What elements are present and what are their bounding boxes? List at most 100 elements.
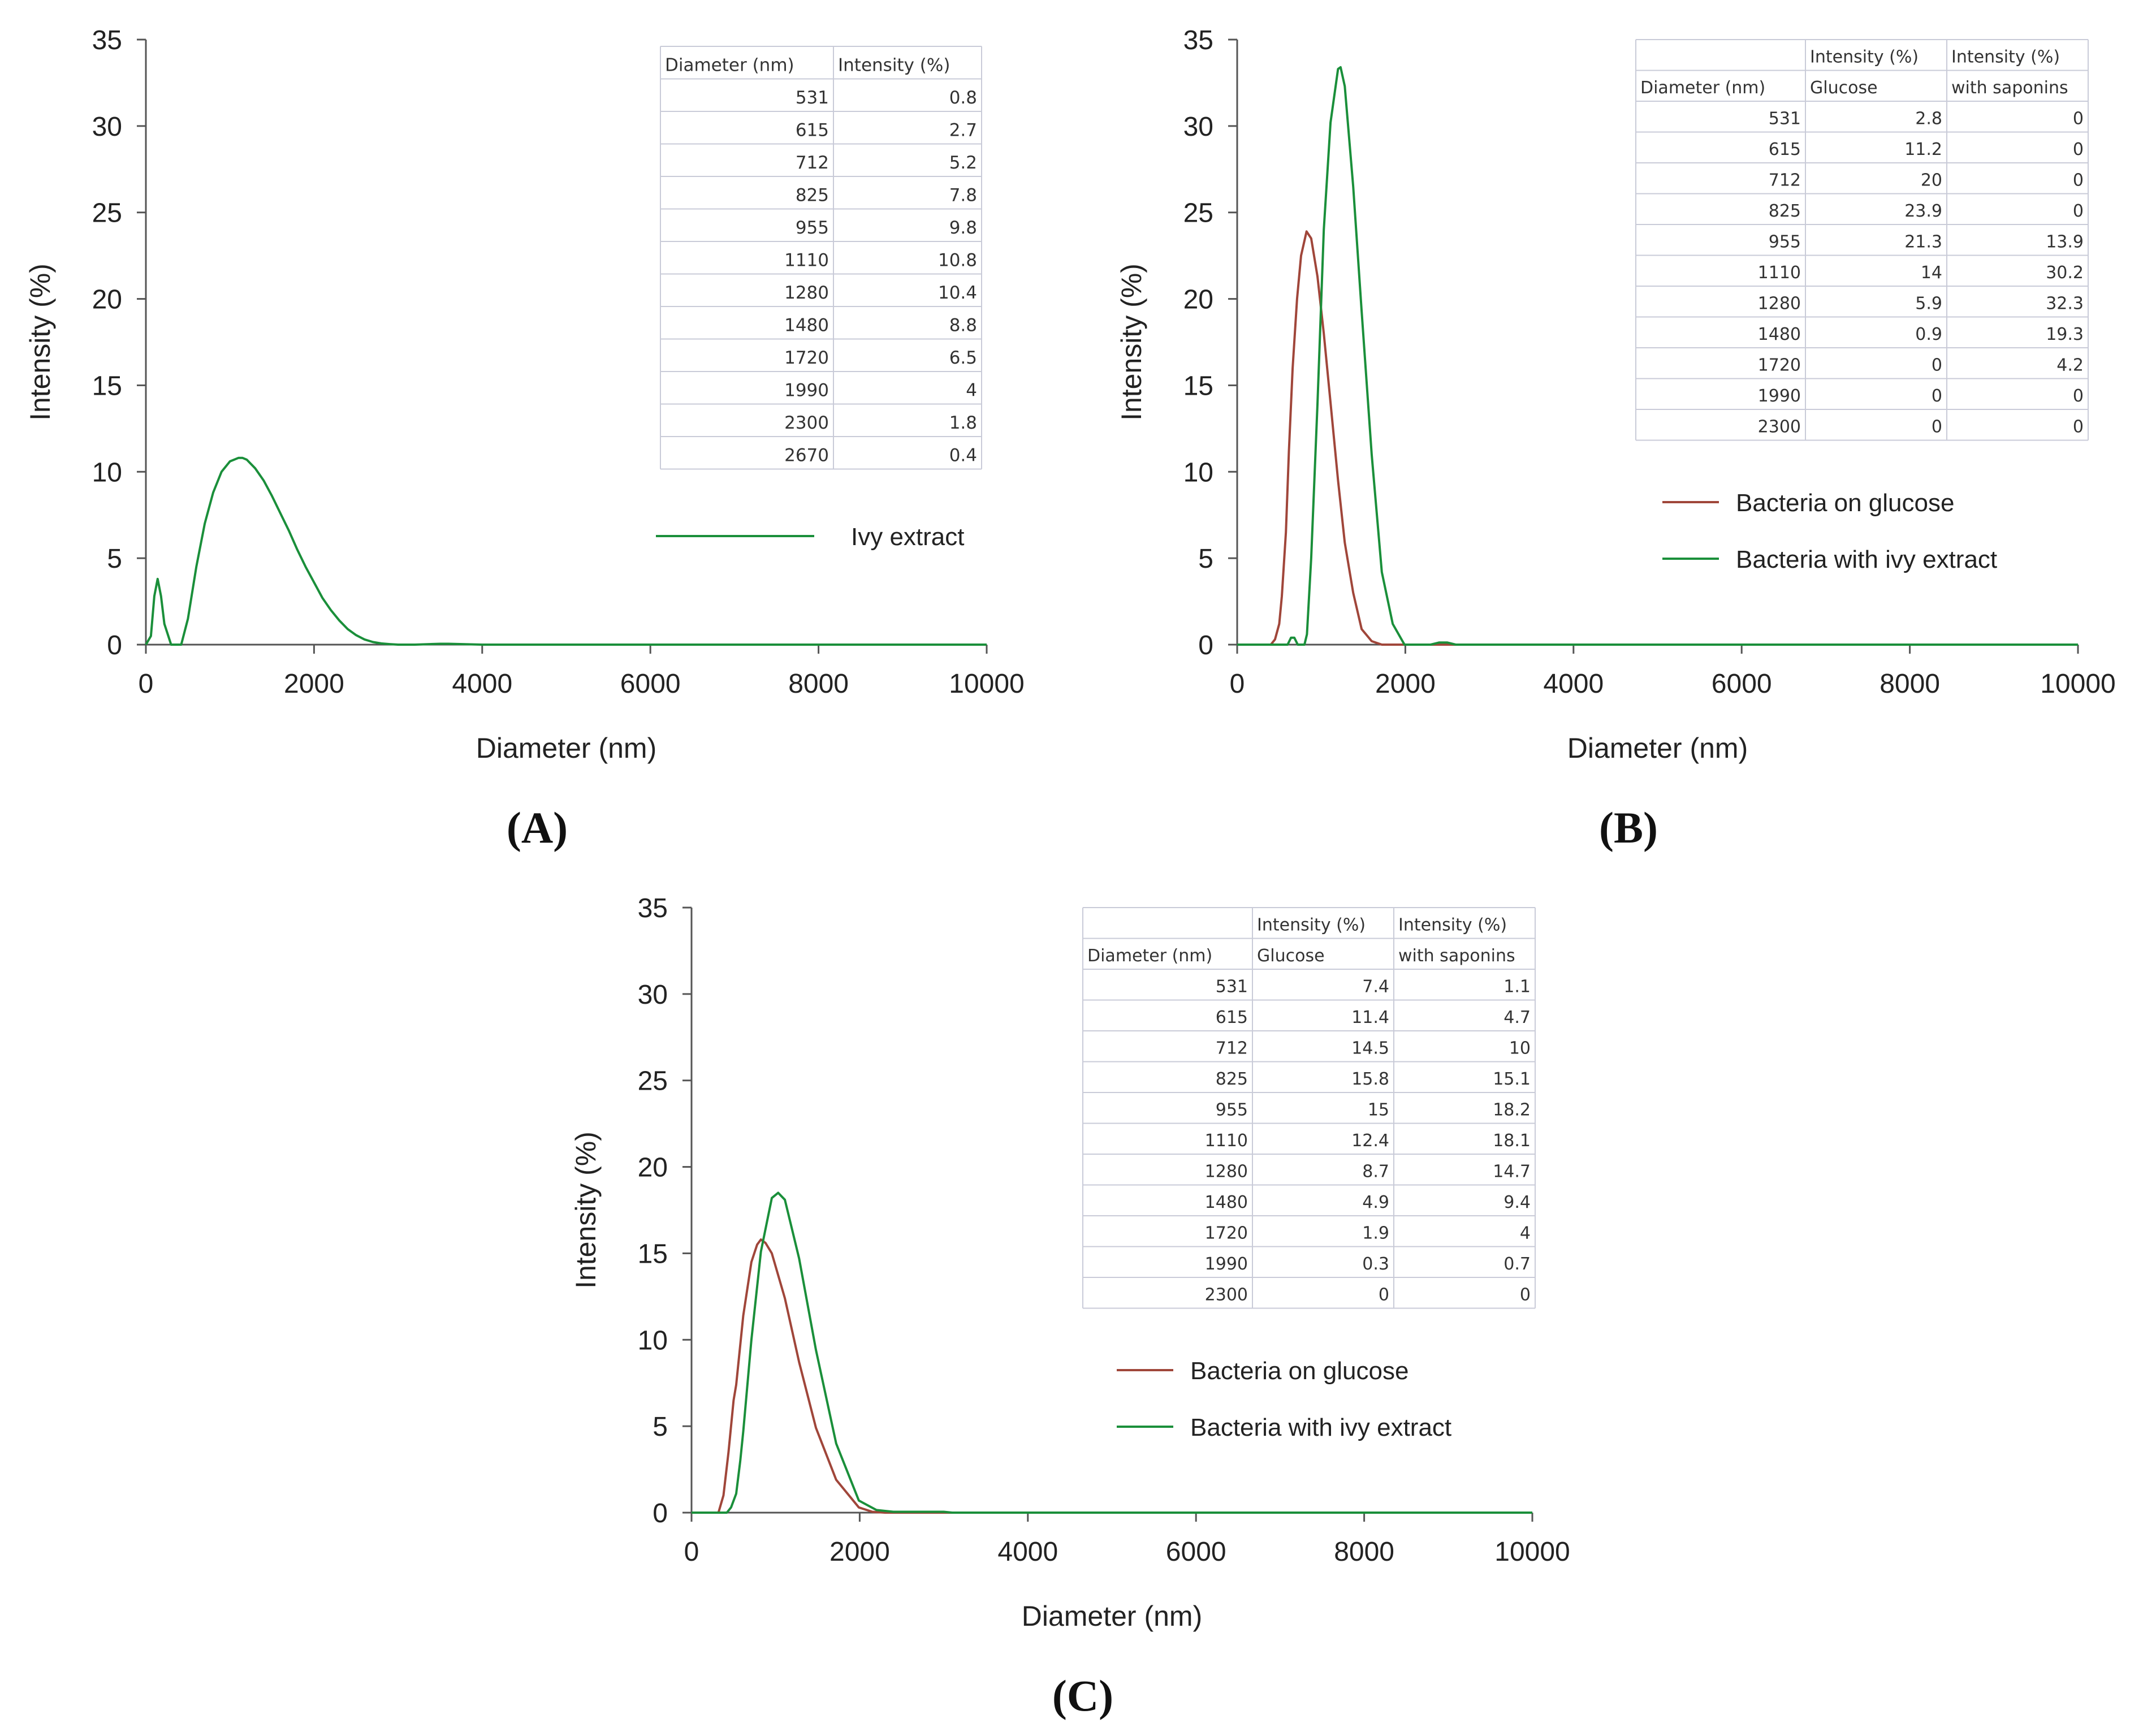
y-axis-title: Intensity (%) — [1116, 264, 1147, 421]
table-cell: 1720 — [1758, 356, 1801, 375]
table-cell: 2300 — [1758, 417, 1801, 437]
y-tick-label: 25 — [1183, 198, 1213, 228]
table-cell: 23.9 — [1904, 201, 1942, 221]
table-cell: 30.2 — [2046, 263, 2084, 283]
data-table: Intensity (%) Intensity (%) Diameter (nm) G… — [1635, 39, 2089, 441]
table-cell: 1480 — [784, 316, 829, 336]
x-tick-label: 4000 — [1543, 669, 1604, 699]
table-cell: 0 — [1379, 1285, 1389, 1305]
table-cell: 1990 — [784, 381, 829, 401]
table-cell: 2670 — [784, 446, 829, 466]
table-header-cell: Glucose — [1810, 78, 1878, 98]
y-tick-label: 0 — [107, 631, 122, 660]
table-header-cell: with saponins — [1951, 78, 2068, 98]
table-cell: 0 — [2073, 140, 2084, 159]
table-cell: 0 — [2073, 109, 2084, 129]
y-axis-title: Intensity (%) — [570, 1132, 602, 1289]
table-cell: 955 — [1216, 1100, 1248, 1120]
y-tick-label: 25 — [92, 198, 122, 228]
x-tick-label: 10000 — [949, 669, 1024, 699]
table-header-cell: Intensity (%) — [1398, 915, 1507, 935]
table-cell: 531 — [1769, 109, 1801, 129]
table-cell: 0 — [1932, 356, 1942, 375]
table-cell: 2.7 — [949, 120, 977, 141]
x-tick-label: 2000 — [284, 669, 344, 699]
x-tick-label: 6000 — [1712, 669, 1772, 699]
table-cell: 8.8 — [949, 316, 977, 336]
chart-panel-a: 0 5 10 15 20 25 30 35 0 2000 4000 6000 8000 10000 Diam… — [24, 25, 1025, 852]
series-line-bacteria-with-ivy-extract — [1237, 66, 2078, 646]
legend-label: Bacteria on glucose — [1190, 1357, 1408, 1385]
y-tick-label: 10 — [92, 457, 122, 487]
y-tick-label: 15 — [92, 371, 122, 401]
table-cell: 19.3 — [2046, 325, 2084, 344]
panel-label: (C) — [1052, 1671, 1113, 1720]
table-header-cell: Diameter (nm) — [665, 55, 794, 76]
table-header-cell: Intensity (%) — [838, 55, 950, 76]
legend-label: Bacteria with ivy extract — [1190, 1414, 1451, 1441]
table-cell: 20 — [1921, 171, 1942, 191]
table-cell: 0 — [1932, 417, 1942, 437]
y-tick-label: 20 — [92, 285, 122, 315]
y-tick-label: 20 — [1183, 285, 1213, 315]
y-tick-label: 35 — [638, 893, 668, 923]
table-cell: 1.1 — [1503, 977, 1531, 997]
x-tick-label: 4000 — [997, 1537, 1058, 1567]
x-tick-label: 6000 — [1166, 1537, 1226, 1567]
y-tick-label: 25 — [638, 1066, 668, 1096]
table-cell: 0.7 — [1503, 1254, 1531, 1274]
table-header-cell: Glucose — [1257, 946, 1325, 966]
table-header-cell: Intensity (%) — [1257, 915, 1366, 935]
table-cell: 10.8 — [938, 251, 977, 271]
table-cell: 4.9 — [1362, 1193, 1389, 1212]
y-tick-label: 10 — [638, 1325, 668, 1355]
y-tick-label: 15 — [638, 1239, 668, 1269]
table-cell: 15 — [1368, 1100, 1389, 1120]
data-table: Diameter (nm) Intensity (%) 531 0.8 615 2.7 71… — [660, 46, 982, 470]
y-tick-label: 20 — [638, 1153, 668, 1183]
table-header-cell: Intensity (%) — [1951, 47, 2060, 67]
x-tick-label: 2000 — [829, 1537, 890, 1567]
x-tick-label: 0 — [684, 1537, 699, 1567]
table-cell: 1720 — [1205, 1224, 1248, 1243]
table-cell: 0.4 — [949, 446, 977, 466]
y-tick-label: 0 — [1198, 631, 1213, 660]
table-cell: 21.3 — [1904, 232, 1942, 252]
table-cell: 1480 — [1758, 325, 1801, 344]
table-cell: 531 — [1216, 977, 1248, 997]
table-cell: 825 — [1216, 1069, 1248, 1089]
table-cell: 1280 — [1758, 294, 1801, 314]
table-cell: 18.1 — [1493, 1131, 1531, 1151]
x-tick-label: 0 — [139, 669, 154, 699]
x-tick-label: 8000 — [1880, 669, 1940, 699]
table-cell: 0.9 — [1915, 325, 1942, 344]
legend-label: Ivy extract — [851, 523, 965, 551]
table-cell: 0 — [1520, 1285, 1531, 1305]
y-tick-label: 5 — [107, 544, 122, 574]
x-tick-label: 4000 — [452, 669, 512, 699]
table-cell: 1480 — [1205, 1193, 1248, 1212]
x-tick-label: 10000 — [1494, 1537, 1570, 1567]
table-cell: 0 — [2073, 171, 2084, 191]
table-cell: 32.3 — [2046, 294, 2084, 314]
table-cell: 4 — [966, 381, 977, 401]
y-tick-label: 0 — [653, 1499, 668, 1528]
table-cell: 5.2 — [949, 153, 977, 173]
y-tick-label: 5 — [1198, 544, 1213, 574]
table-cell: 1110 — [784, 251, 829, 271]
table-cell: 8.7 — [1362, 1162, 1389, 1182]
series-line-bacteria-with-ivy-extract — [692, 1191, 1532, 1514]
table-cell: 615 — [1769, 140, 1801, 159]
x-axis-title: Diameter (nm) — [476, 732, 656, 764]
table-cell: 825 — [1769, 201, 1801, 221]
table-cell: 10.4 — [938, 283, 977, 303]
table-cell: 11.2 — [1904, 140, 1942, 159]
table-cell: 0.8 — [949, 88, 977, 108]
table-cell: 1.8 — [949, 413, 977, 433]
table-cell: 0 — [1932, 386, 1942, 406]
table-cell: 10 — [1509, 1039, 1531, 1059]
panel-label: (A) — [507, 803, 568, 852]
x-axis-title: Diameter (nm) — [1567, 732, 1748, 764]
x-tick-label: 10000 — [2040, 669, 2115, 699]
